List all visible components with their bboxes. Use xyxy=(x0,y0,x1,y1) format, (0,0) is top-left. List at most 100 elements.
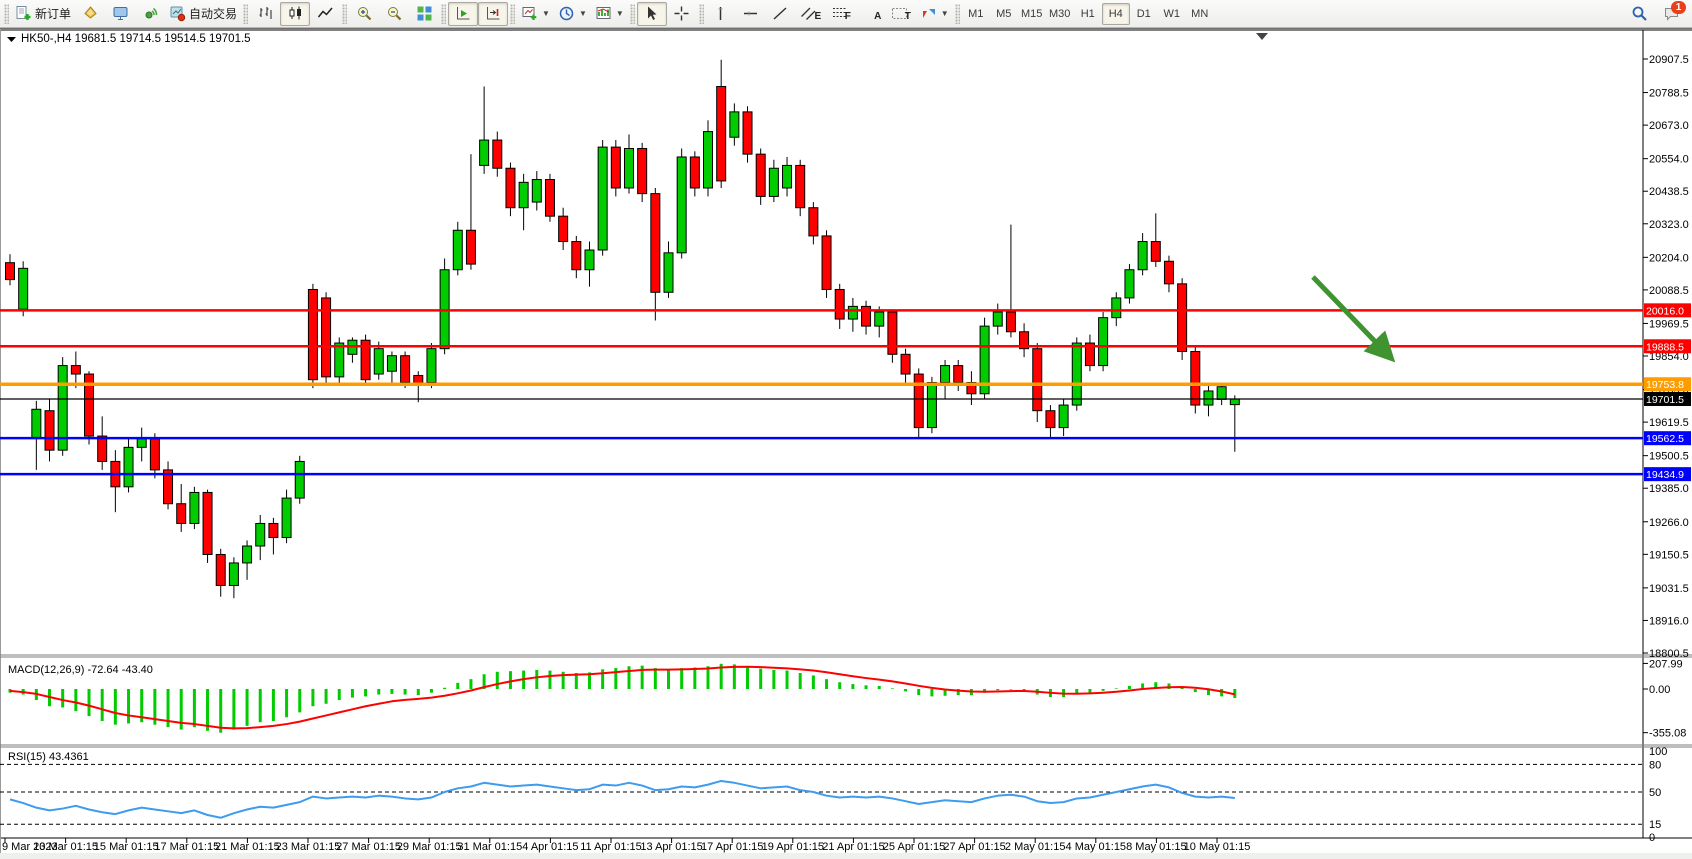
bull-candle xyxy=(123,446,134,488)
bull-candle xyxy=(623,148,634,189)
horizontal-line-button[interactable] xyxy=(736,2,766,26)
candlestick-button[interactable] xyxy=(280,1,311,26)
text-button[interactable]: A xyxy=(856,2,886,26)
bull-candle xyxy=(1098,317,1109,367)
gold-badge-icon xyxy=(83,6,97,19)
rsi-scale-label: 80 xyxy=(1649,759,1661,771)
new-chart-dropdown[interactable]: ▼ xyxy=(517,2,554,26)
periods-dropdown[interactable]: ▼ xyxy=(554,2,591,26)
timeframe-m1-button[interactable]: M1 xyxy=(968,7,984,20)
bear-candle xyxy=(1190,350,1201,406)
down-arrow-icon[interactable] xyxy=(1311,275,1396,363)
rsi-scale-label: 15 xyxy=(1649,819,1661,831)
toolbar-grip xyxy=(629,3,635,24)
bear-candle xyxy=(742,111,753,155)
timeframe-h4-button[interactable]: H4 xyxy=(1101,2,1130,25)
fibonacci-button-glyph: F xyxy=(844,11,851,22)
price-tag-label: 19562.5 xyxy=(1646,433,1684,445)
tile-icon xyxy=(417,6,432,21)
vline-icon xyxy=(718,7,723,20)
price-chart-canvas[interactable]: 20907.5 20788.5 20673.0 20554.0 20438.5 20323… xyxy=(0,29,1692,853)
rsi-scale-label: 0 xyxy=(1649,832,1655,844)
chart-shift-marker[interactable] xyxy=(1256,33,1268,40)
new-order-button[interactable]: 新订单 xyxy=(11,2,75,26)
zoom-in-button[interactable] xyxy=(349,2,379,26)
label-button[interactable]: T xyxy=(886,2,916,26)
bull-candle xyxy=(452,229,463,271)
vertical-line-button[interactable] xyxy=(706,2,736,26)
notifications-button[interactable]: 1 xyxy=(1660,0,1686,25)
price-tag-label: 19888.5 xyxy=(1646,341,1684,353)
auto-trading-button[interactable]: 自动交易 xyxy=(165,2,241,26)
search-icon xyxy=(1632,6,1647,21)
bear-candle xyxy=(689,156,700,189)
search-button[interactable] xyxy=(1624,2,1654,26)
toolbar-grip xyxy=(954,3,960,24)
bear-candle xyxy=(1019,331,1030,350)
bull-candle xyxy=(31,408,42,438)
templates-dropdown[interactable]: ▼ xyxy=(591,2,628,26)
trendline-button[interactable] xyxy=(766,2,796,26)
bear-candle xyxy=(492,139,503,169)
price-tick-label: 18916.0 xyxy=(1649,615,1689,627)
cursor-button[interactable] xyxy=(636,1,667,26)
macd-scale-label: 207.99 xyxy=(1649,658,1683,670)
price-axis[interactable]: 20907.5 20788.5 20673.0 20554.0 20438.5 20323… xyxy=(1643,54,1691,660)
timeframe-h1-button[interactable]: H1 xyxy=(1080,7,1095,20)
price-tag-label: 19701.5 xyxy=(1646,394,1684,406)
bull-candle xyxy=(874,311,885,327)
timeframe-m5-button[interactable]: M5 xyxy=(996,7,1012,20)
template-icon xyxy=(596,7,611,19)
horizontal-lines-layer[interactable] xyxy=(0,309,1643,476)
signals-button[interactable] xyxy=(135,2,165,26)
line-chart-button[interactable] xyxy=(310,2,340,26)
price-tag-label: 19753.8 xyxy=(1646,379,1684,391)
price-tick-label: 20088.5 xyxy=(1649,285,1689,297)
bull-candle xyxy=(294,460,305,499)
channel-icon xyxy=(801,7,816,20)
metaquotes-button[interactable] xyxy=(75,2,105,26)
tile-windows-button[interactable] xyxy=(409,2,439,26)
mql5-community-button[interactable] xyxy=(105,2,135,26)
equidistant-channel-button[interactable]: E xyxy=(796,2,826,26)
fibonacci-button[interactable]: F xyxy=(826,2,856,26)
trend-arrow-annotation[interactable] xyxy=(1311,275,1396,363)
bars-icon xyxy=(259,7,272,19)
timeframe-mn-button[interactable]: MN xyxy=(1191,7,1209,20)
new-order-icon xyxy=(16,6,31,20)
bar-chart-button[interactable] xyxy=(250,2,280,26)
zoom-out-button[interactable] xyxy=(379,2,409,26)
auto-trading-icon xyxy=(170,6,186,22)
tline-icon xyxy=(773,7,787,20)
crosshair-button[interactable] xyxy=(667,2,697,26)
bull-candle xyxy=(255,522,266,547)
chart-shift-icon xyxy=(486,7,500,20)
timeframe-d1-button[interactable]: D1 xyxy=(1136,7,1151,20)
price-tick-label: 20204.0 xyxy=(1649,252,1689,264)
bear-candle xyxy=(571,241,582,271)
bull-candle xyxy=(18,267,29,310)
chart-window[interactable]: 20907.5 20788.5 20673.0 20554.0 20438.5 20323… xyxy=(0,28,1692,853)
timeframe-m15-button[interactable]: M15 xyxy=(1021,7,1043,20)
auto-scroll-button[interactable] xyxy=(448,1,479,26)
bull-candle xyxy=(281,497,292,539)
macd-legend: MACD(12,26,9) -72.64 -43.40 xyxy=(8,664,153,676)
equidistant-channel-button-glyph: E xyxy=(814,11,822,22)
bear-candle xyxy=(834,288,845,320)
shapes-dropdown[interactable]: ▼ xyxy=(916,2,953,26)
ohlc-readout: HK50-,H4 19681.5 19714.5 19514.5 19701.5 xyxy=(21,33,251,45)
bear-candle xyxy=(1005,311,1016,333)
timeframe-w1-button[interactable]: W1 xyxy=(1163,7,1180,20)
bear-candle xyxy=(321,297,332,378)
chart-menu-icon[interactable] xyxy=(7,37,16,42)
text-button-glyph: A xyxy=(874,11,882,22)
date-tick-label: 27 Mar 01:15 xyxy=(336,841,401,853)
bear-candle xyxy=(70,365,81,375)
cursor-icon xyxy=(648,6,657,20)
rsi-scale-label: 100 xyxy=(1649,746,1667,758)
chart-shift-button[interactable] xyxy=(478,1,509,26)
date-tick-label: 27 Apr 01:15 xyxy=(943,841,1005,853)
bear-candle xyxy=(1084,342,1095,367)
timeframe-m30-button[interactable]: M30 xyxy=(1049,7,1071,20)
